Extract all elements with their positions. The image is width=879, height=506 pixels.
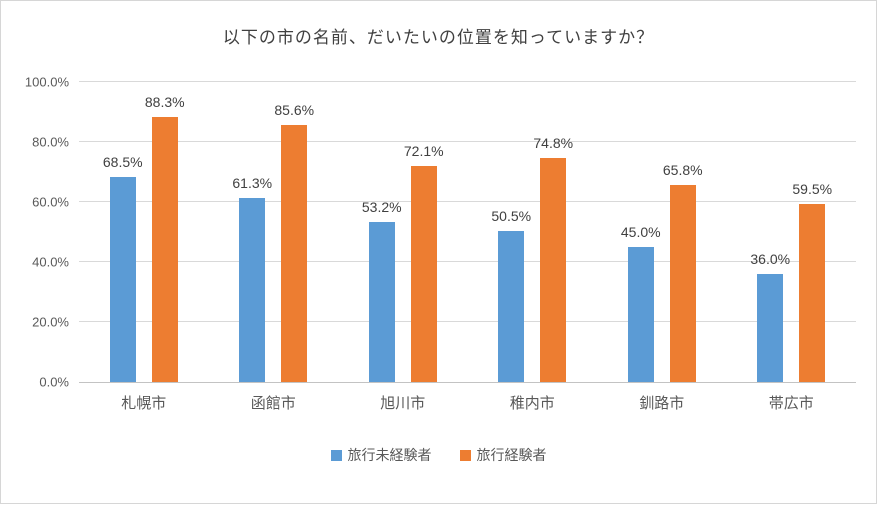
bar-旅行経験者-札幌市: 88.3% [145, 94, 185, 382]
bar-旅行未経験者-釧路市: 45.0% [621, 224, 661, 382]
bar-group: 68.5% 88.3% [103, 82, 185, 382]
bar-group: 45.0% 65.8% [621, 82, 703, 382]
x-axis-category-label: 稚内市 [509, 395, 555, 412]
bar-value-label: 53.2% [361, 199, 402, 216]
y-axis-tick-label: 80.0% [32, 134, 69, 150]
y-axis-tick-label: 20.0% [32, 314, 69, 330]
bar-旅行未経験者-札幌市: 68.5% [103, 154, 143, 382]
bar-value-label: 72.1% [403, 142, 444, 159]
gridline [79, 261, 856, 262]
bar-value-label: 88.3% [144, 94, 185, 111]
bar-旅行経験者-稚内市: 74.8% [533, 135, 573, 382]
x-axis-category-label: 釧路市 [639, 395, 685, 412]
legend-item: 旅行未経験者 [330, 445, 432, 465]
bar-value-label: 68.5% [102, 153, 143, 170]
gridline [79, 141, 856, 142]
bar-value-label: 65.8% [662, 161, 703, 178]
y-axis-tick-label: 40.0% [32, 254, 69, 270]
bar-value-label: 36.0% [750, 251, 791, 267]
bar-旅行未経験者-稚内市: 50.5% [491, 208, 531, 382]
legend-item: 旅行経験者 [459, 445, 547, 465]
bar-value-label: 74.8% [533, 134, 574, 151]
bar-旅行経験者-函館市: 85.6% [274, 102, 314, 382]
bar-旅行経験者-旭川市: 72.1% [404, 143, 444, 382]
gridline [79, 201, 856, 202]
y-axis-tick-label: 0.0% [39, 374, 69, 390]
bar-旅行経験者-釧路市: 65.8% [663, 162, 703, 382]
bar-旅行未経験者-函館市: 61.3% [232, 175, 272, 382]
gridline [79, 321, 856, 322]
bars-container: 68.5% 88.3% 61.3% 85.6% 53.2% 72.1% 50.5% 74.8%… [79, 82, 856, 382]
bar-旅行未経験者-旭川市: 53.2% [362, 199, 402, 382]
bar-旅行経験者-帯広市: 59.5% [792, 181, 832, 382]
x-axis-category-label: 帯広市 [768, 395, 814, 412]
legend-label: 旅行経験者 [476, 447, 547, 463]
bar-value-label: 50.5% [491, 207, 532, 224]
gridline [79, 81, 856, 82]
x-axis: 札幌市 函館市 旭川市 稚内市 釧路市 帯広市 [79, 392, 856, 413]
bar-group: 53.2% 72.1% [362, 82, 444, 382]
plot-area: 68.5% 88.3% 61.3% 85.6% 53.2% 72.1% 50.5% 74.8%… [79, 81, 856, 383]
legend: 旅行未経験者 旅行経験者 [13, 445, 864, 465]
x-axis-category-label: 旭川市 [380, 395, 426, 412]
bar-group: 36.0% 59.5% [750, 82, 832, 382]
chart-body: 0.0% 20.0% 40.0% 60.0% 80.0% 100.0% 68.5% 88.3… [13, 75, 864, 390]
bar-group: 50.5% 74.8% [491, 82, 573, 382]
y-axis: 0.0% 20.0% 40.0% 60.0% 80.0% 100.0% [13, 75, 79, 390]
bar-value-label: 59.5% [792, 180, 833, 197]
x-axis-category-label: 函館市 [250, 395, 296, 412]
x-axis-row: 札幌市 函館市 旭川市 稚内市 釧路市 帯広市 [13, 383, 864, 413]
x-axis-category-label: 札幌市 [121, 395, 167, 412]
y-axis-tick-label: 100.0% [24, 74, 69, 90]
legend-swatch [459, 449, 471, 461]
chart-title: 以下の市の名前、だいたいの位置を知っていますか？ [222, 28, 655, 47]
bar-group: 61.3% 85.6% [232, 82, 314, 382]
y-axis-tick-label: 60.0% [32, 194, 69, 210]
bar-旅行未経験者-帯広市: 36.0% [750, 251, 790, 382]
legend-label: 旅行未経験者 [347, 447, 432, 463]
bar-value-label: 85.6% [274, 102, 315, 119]
bar-value-label: 45.0% [620, 224, 661, 240]
legend-swatch [330, 449, 342, 461]
bar-value-label: 61.3% [232, 175, 273, 192]
